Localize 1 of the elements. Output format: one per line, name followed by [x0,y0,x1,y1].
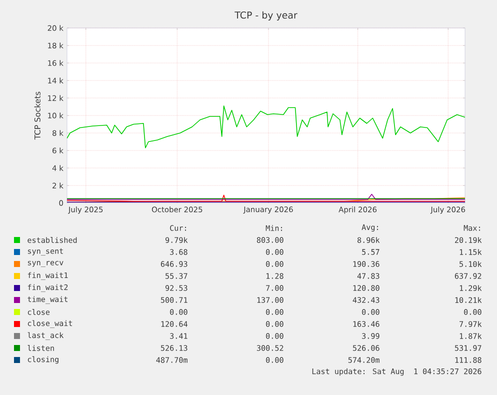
chart-title: TCP - by year [234,11,298,20]
